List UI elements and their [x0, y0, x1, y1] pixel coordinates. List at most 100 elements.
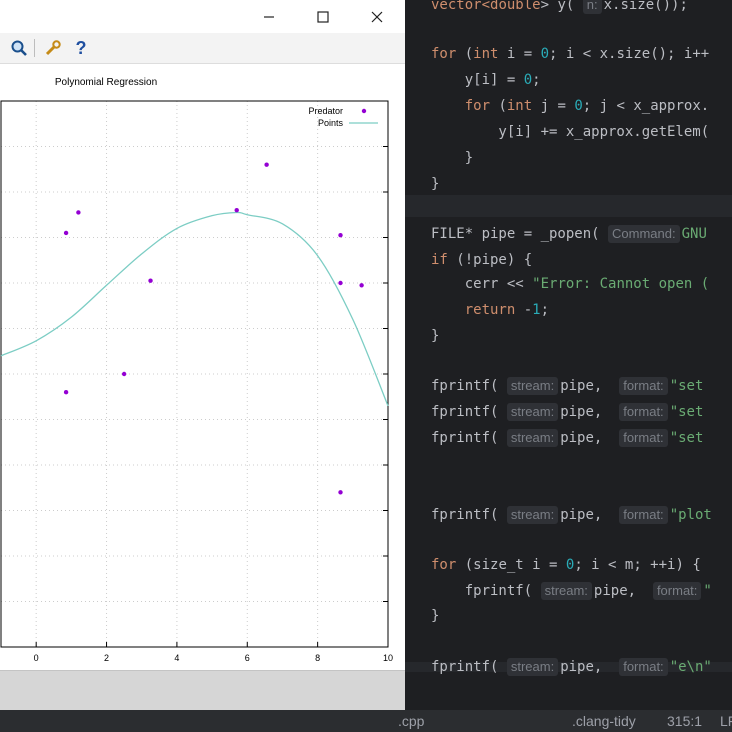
line-ending[interactable]: LF: [720, 713, 732, 729]
grid: [1, 100, 389, 648]
code-line[interactable]: fprintf( stream: pipe, format: "set: [431, 373, 712, 399]
maximize-button[interactable]: [300, 0, 346, 33]
code-token: fprintf(: [431, 583, 541, 599]
regression-chart: 0 2 4 6 8 10 Polynomial Regression Predator P…: [0, 77, 393, 663]
toolbar-divider: [34, 39, 35, 57]
code-line[interactable]: return -1;: [431, 297, 549, 323]
data-point: [234, 208, 239, 213]
code-token: }: [431, 150, 474, 166]
regression-curve: [0, 211, 389, 407]
ide-status-bar: .cpp .clang-tidy 315:1 LF: [0, 710, 732, 732]
zoom-button[interactable]: [8, 37, 30, 59]
code-token: y[i] += x_approx.getElem(: [431, 124, 710, 140]
code-line[interactable]: }: [431, 323, 439, 349]
plot-status-bar: [0, 670, 405, 710]
code-token: "e\n": [669, 659, 712, 675]
x-tick-label: 0: [34, 653, 39, 663]
code-token: "set: [669, 430, 712, 446]
data-point: [63, 230, 69, 236]
code-token: vector<: [431, 0, 491, 13]
code-token: (: [456, 46, 474, 62]
code-line[interactable]: for (size_t i = 0; i < m; ++i) {: [431, 552, 701, 578]
data-point: [338, 233, 343, 238]
code-line[interactable]: fprintf( stream: pipe, format: "set: [431, 399, 712, 425]
code-line[interactable]: fprintf( stream: pipe, format: "e\n": [431, 654, 712, 680]
legend-swatch-predator: [361, 108, 367, 114]
code-token: fprintf(: [431, 507, 507, 523]
data-point: [359, 283, 364, 288]
x-tick-label: 8: [315, 653, 320, 663]
code-line[interactable]: FILE* pipe = _popen( Command: GNU: [431, 221, 707, 247]
legend: Predator Points: [308, 106, 378, 128]
chart-title: Polynomial Regression: [55, 77, 157, 88]
data-point: [121, 371, 127, 377]
data-point: [148, 278, 153, 283]
code-token: (!pipe) {: [447, 252, 533, 268]
data-point: [338, 490, 343, 495]
data-point: [63, 390, 69, 395]
code-token: int: [473, 46, 499, 62]
code-token: pipe,: [560, 404, 620, 420]
code-token: fprintf(: [431, 404, 507, 420]
code-line[interactable]: vector<double> y( n: x.size());: [431, 0, 688, 18]
parameter-hint: n:: [582, 0, 602, 14]
cursor-position[interactable]: 315:1: [667, 713, 703, 729]
x-tick-label: 2: [104, 653, 109, 663]
code-token: ;: [540, 302, 550, 318]
code-token: "plot: [669, 507, 712, 523]
code-line[interactable]: for (int j = 0; j < x_approx.: [431, 93, 709, 119]
code-token: "set: [669, 378, 712, 394]
code-line[interactable]: }: [431, 603, 439, 629]
parameter-hint: format:: [619, 403, 668, 421]
code-token: return: [464, 302, 516, 318]
code-line[interactable]: y[i] = 0;: [431, 67, 541, 93]
code-token: 0: [565, 557, 575, 573]
minimize-button[interactable]: [246, 0, 292, 33]
code-line[interactable]: fprintf( stream: pipe, format: "plot: [431, 502, 712, 528]
code-token: fprintf(: [431, 430, 507, 446]
code-token: }: [431, 608, 440, 624]
code-token: [431, 302, 465, 318]
code-token: x.size());: [603, 0, 688, 13]
code-line[interactable]: fprintf( stream: pipe, format: "set: [431, 425, 712, 451]
code-token: j =: [532, 98, 575, 114]
plot-area: 0 2 4 6 8 10 Polynomial Regression Predator P…: [0, 64, 405, 670]
code-line[interactable]: }: [431, 171, 439, 197]
x-tick-label: 4: [174, 653, 179, 663]
code-token: int: [506, 98, 533, 114]
parameter-hint: format:: [619, 658, 668, 676]
code-line[interactable]: cerr << "Error: Cannot open (: [431, 271, 709, 297]
linter-config[interactable]: .clang-tidy: [572, 713, 636, 729]
code-token: }: [431, 328, 440, 344]
code-token: (: [490, 98, 507, 114]
code-token: pipe,: [560, 507, 620, 523]
code-line[interactable]: fprintf( stream: pipe, format: ": [431, 578, 712, 604]
code-token: > y(: [540, 0, 583, 13]
parameter-hint: stream:: [506, 377, 559, 395]
code-token: fprintf(: [431, 659, 507, 675]
code-token: ; i < x.size(); i++: [549, 46, 710, 62]
parameter-hint: stream:: [506, 403, 559, 421]
code-token: pipe,: [560, 378, 620, 394]
code-token: pipe,: [560, 659, 620, 675]
data-point: [76, 210, 81, 215]
code-editor[interactable]: vector<double> y( n: x.size()); for (int i…: [405, 0, 732, 710]
code-token: ; i < m; ++i) {: [574, 557, 701, 573]
close-button[interactable]: [354, 0, 400, 33]
plot-frame: [0, 100, 389, 648]
code-line[interactable]: }: [431, 145, 473, 171]
help-button[interactable]: ?: [75, 37, 87, 58]
code-token: FILE* pipe = _popen(: [431, 226, 609, 242]
maximize-icon: [317, 10, 329, 23]
minimize-icon: [264, 15, 274, 18]
code-token: "Error: Cannot open (: [532, 276, 710, 292]
code-line[interactable]: if (!pipe) {: [431, 247, 532, 273]
settings-button[interactable]: [42, 37, 64, 59]
file-tab[interactable]: .cpp: [398, 713, 425, 729]
wrench-icon: [45, 40, 61, 56]
editor-fold-separator: [405, 662, 732, 672]
code-token: fprintf(: [431, 378, 507, 394]
series-predator-points: [63, 162, 364, 495]
code-line[interactable]: for (int i = 0; i < x.size(); i++: [431, 41, 709, 67]
code-line[interactable]: y[i] += x_approx.getElem(: [431, 119, 709, 145]
